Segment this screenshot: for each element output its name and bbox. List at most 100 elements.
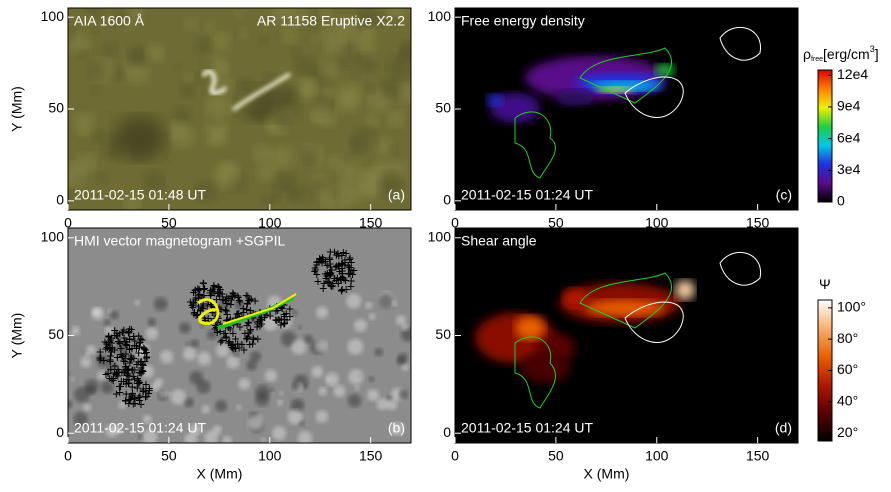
density-blob [555, 90, 595, 106]
texture [147, 318, 155, 326]
texture [272, 426, 286, 440]
texture [69, 32, 90, 53]
dark-spot [114, 116, 166, 160]
texture [277, 400, 283, 406]
y-tick-label: 100 [428, 228, 452, 244]
texture [202, 405, 210, 413]
y-tick-label: 50 [48, 100, 64, 116]
texture [261, 438, 266, 443]
texture [61, 163, 85, 187]
colorbar-tick-label: 60° [837, 361, 858, 377]
texture [291, 340, 306, 355]
texture [323, 34, 345, 56]
texture [128, 49, 143, 64]
texture [92, 129, 106, 143]
texture [234, 29, 241, 36]
texture [104, 319, 111, 326]
texture [358, 53, 378, 73]
vector-mark: + [346, 259, 354, 275]
vector-mark: + [339, 244, 347, 260]
texture [401, 324, 408, 331]
texture [90, 86, 99, 95]
texture [303, 158, 315, 170]
texture [295, 56, 315, 76]
vector-mark: + [142, 341, 150, 357]
y-tick-label: 100 [41, 228, 65, 244]
x-tick-label: 100 [645, 448, 669, 464]
vector-mark: + [223, 288, 231, 304]
y-tick-label: 50 [435, 326, 451, 342]
x-axis-label: X (Mm) [584, 466, 630, 482]
vector-mark: + [142, 384, 150, 400]
vector-mark: + [243, 295, 251, 311]
texture [399, 84, 418, 103]
texture [315, 340, 327, 352]
x-tick-label: 50 [548, 448, 564, 464]
texture [248, 415, 263, 430]
texture [212, 425, 221, 434]
density-blob [655, 64, 675, 76]
texture [206, 94, 231, 119]
texture [325, 87, 336, 98]
texture [298, 325, 302, 329]
y-tick-label: 50 [435, 100, 451, 116]
colorbar-label: Ψ [819, 276, 831, 292]
vector-mark: + [248, 336, 256, 352]
shear-blob [675, 280, 695, 300]
texture [78, 50, 88, 60]
x-tick-label: 50 [161, 448, 177, 464]
texture [299, 77, 317, 95]
texture [190, 339, 199, 348]
texture [257, 163, 276, 182]
texture [154, 297, 168, 311]
colorbar-tick-label: 80° [837, 330, 858, 346]
texture [184, 18, 197, 31]
texture [354, 319, 367, 332]
texture [220, 63, 231, 74]
density-blob [487, 94, 503, 106]
texture [279, 391, 283, 395]
panel-label: (a) [388, 187, 405, 203]
texture [375, 348, 383, 356]
y-tick-label: 0 [56, 424, 64, 440]
texture [106, 104, 112, 110]
texture [304, 335, 313, 344]
panel-label: (d) [775, 420, 792, 436]
texture [171, 389, 186, 404]
y-axis-label: Y (Mm) [9, 86, 25, 132]
texture [214, 163, 240, 189]
texture [354, 385, 359, 390]
panel-title: Shear angle [461, 233, 537, 249]
x-tick-label: 0 [451, 448, 459, 464]
panel-label: (b) [388, 420, 405, 436]
panel-title: AIA 1600 Å [74, 13, 145, 29]
texture [259, 36, 269, 46]
x-axis-label: X (Mm) [197, 466, 243, 482]
texture [366, 114, 379, 127]
texture [351, 71, 360, 80]
texture [318, 387, 327, 396]
texture [255, 392, 269, 406]
y-tick-label: 100 [41, 8, 65, 24]
texture [71, 377, 75, 381]
texture [204, 21, 215, 32]
colorbar-label: ρfree[erg/cm3] [803, 44, 879, 62]
colorbar-tick-label: 100° [837, 299, 866, 315]
label-part: ρ [803, 46, 811, 62]
panel-title: Free energy density [461, 13, 585, 29]
dark-spot [238, 85, 298, 121]
timestamp: 2011-02-15 01:24 UT [74, 420, 206, 436]
texture [165, 391, 170, 396]
colorbar-tick-label: 9e4 [837, 98, 861, 114]
y-tick-label: 50 [48, 326, 64, 342]
texture [273, 172, 297, 196]
colorbar [818, 70, 832, 202]
texture [398, 390, 407, 399]
texture [288, 410, 303, 425]
texture [179, 82, 195, 98]
panel-image [455, 228, 798, 443]
texture [270, 387, 274, 391]
texture [392, 301, 398, 307]
vector-mark: + [128, 387, 136, 403]
texture [160, 391, 166, 397]
